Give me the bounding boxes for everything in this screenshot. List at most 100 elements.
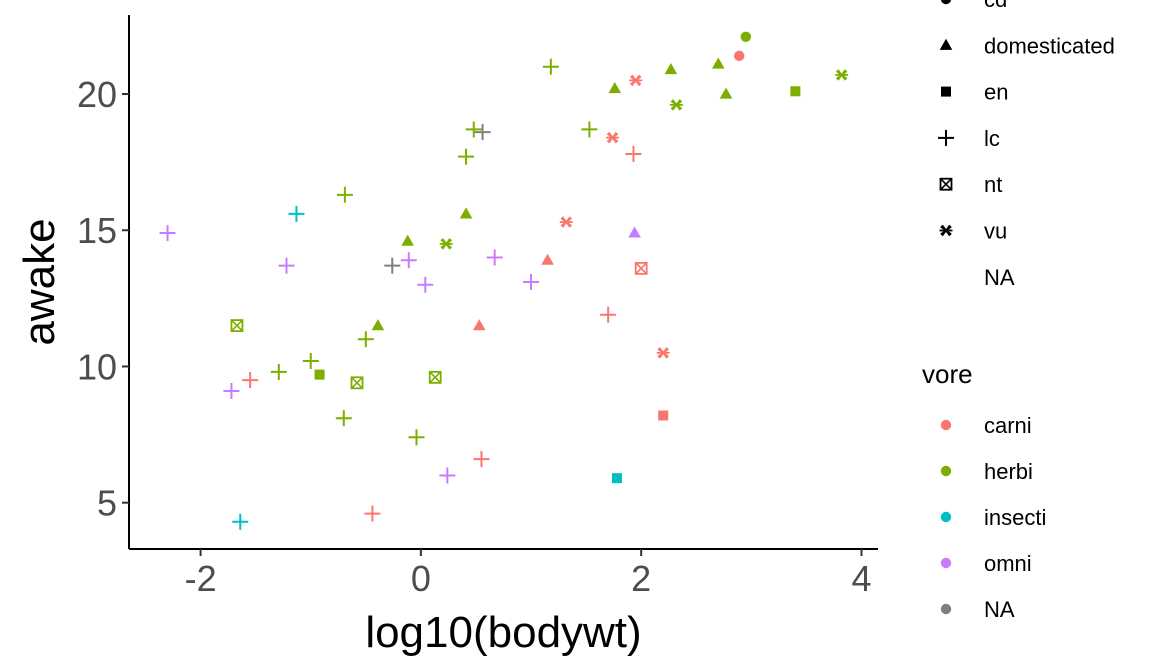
data-point <box>719 87 733 99</box>
legend-color-item: herbi <box>940 459 1033 484</box>
data-point <box>401 234 414 246</box>
data-point <box>371 319 385 331</box>
data-point <box>302 353 319 370</box>
legend-color-item: NA <box>940 597 1015 622</box>
legend-color-item: omni <box>940 551 1032 576</box>
data-point <box>600 306 617 323</box>
data-point <box>232 513 249 530</box>
legend-shape-label: lc <box>984 126 1000 151</box>
data-point <box>159 224 176 241</box>
legend-shape-item: vu <box>939 219 1007 244</box>
data-point <box>734 50 745 62</box>
legend-color-key <box>940 511 952 523</box>
data-point <box>314 369 325 380</box>
data-point <box>473 451 490 468</box>
data-point <box>223 382 240 399</box>
data-point <box>288 205 305 222</box>
legend-color-key <box>940 465 952 477</box>
data-point <box>439 467 456 484</box>
legend-color-key <box>940 419 952 431</box>
data-point <box>606 131 620 144</box>
data-point <box>711 57 725 69</box>
legend-shape-label: nt <box>984 172 1002 197</box>
data-points <box>159 31 849 530</box>
data-point <box>542 58 559 75</box>
legend-color-label: carni <box>984 413 1032 438</box>
data-point <box>472 319 486 331</box>
legend: cd domesticated en lc nt vu NA vore carni herbi in… <box>922 0 1115 622</box>
data-point <box>459 207 473 219</box>
data-point <box>439 238 453 250</box>
data-point <box>486 249 503 266</box>
data-point <box>790 86 801 97</box>
legend-color-label: NA <box>984 597 1015 622</box>
data-point <box>400 252 417 269</box>
legend-color-label: insecti <box>984 505 1046 530</box>
x-tick-label: 4 <box>851 558 871 599</box>
y-tick-label: 20 <box>77 74 117 115</box>
legend-shape-item: domesticated <box>939 33 1115 58</box>
legend-shape-key <box>939 224 953 237</box>
data-point <box>608 82 622 94</box>
data-point <box>669 99 683 111</box>
data-point <box>628 226 641 238</box>
x-axis-title: log10(bodywt) <box>365 608 641 657</box>
legend-shape-label: cd <box>984 0 1007 12</box>
data-point <box>581 121 598 138</box>
legend-shape-item: lc <box>938 126 1000 151</box>
data-point <box>664 62 678 75</box>
legend-color-label: omni <box>984 551 1032 576</box>
legend-shape-key <box>940 0 952 5</box>
data-point <box>634 261 648 275</box>
y-tick-label: 15 <box>77 210 117 251</box>
x-tick-label: 2 <box>631 558 651 599</box>
data-point <box>656 347 670 359</box>
data-point <box>278 257 295 274</box>
data-point <box>335 410 352 427</box>
legend-color-item: carni <box>940 413 1032 438</box>
legend-shape-key <box>938 129 954 146</box>
data-point <box>357 331 374 348</box>
legend-shape-label: en <box>984 80 1008 105</box>
data-point <box>465 121 482 138</box>
data-point <box>541 253 554 265</box>
y-tick-label: 10 <box>77 346 117 387</box>
legend-color-item: insecti <box>940 505 1046 530</box>
data-point <box>611 473 622 484</box>
data-point <box>417 276 434 293</box>
legend-shape-key <box>941 86 951 97</box>
data-point <box>559 216 573 228</box>
data-point <box>230 319 244 332</box>
legend-shape-item: en <box>941 80 1008 105</box>
data-point <box>474 124 491 141</box>
data-point <box>458 148 475 165</box>
data-point <box>625 145 642 162</box>
data-point <box>336 186 353 203</box>
legend-color-title: vore <box>922 359 973 389</box>
data-point <box>523 274 540 290</box>
legend-shape-key <box>939 38 953 50</box>
data-point <box>629 74 643 87</box>
y-axis-title: awake <box>15 218 64 345</box>
x-tick-label: 0 <box>411 558 431 599</box>
data-point <box>384 257 401 274</box>
data-point <box>740 31 752 42</box>
y-tick-label: 5 <box>97 483 117 524</box>
legend-shape-item: NA <box>984 265 1015 290</box>
data-point <box>364 505 381 522</box>
legend-shape-label: NA <box>984 265 1015 290</box>
data-point <box>350 376 364 390</box>
data-point <box>835 69 849 81</box>
x-tick-label: -2 <box>185 558 217 599</box>
data-point <box>270 363 287 380</box>
legend-shape-key <box>939 177 953 191</box>
data-point <box>658 410 669 421</box>
legend-shape-label: domesticated <box>984 33 1115 58</box>
data-point <box>408 429 425 446</box>
legend-color-key <box>940 603 952 615</box>
data-point <box>242 372 259 389</box>
legend-color-label: herbi <box>984 459 1033 484</box>
axes: -2 0 2 4 5 10 15 20 <box>77 15 878 599</box>
data-point <box>428 370 442 384</box>
